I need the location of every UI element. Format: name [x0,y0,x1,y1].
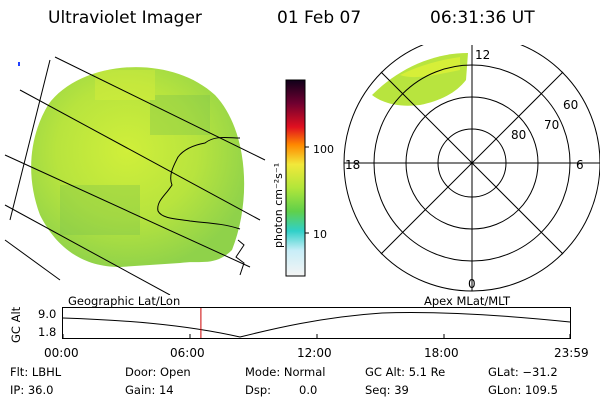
door-status: Door: Open [125,365,191,379]
instrument-title: Ultraviolet Imager [48,8,202,28]
gain-status: Gain: 14 [125,383,174,397]
sequence-status: Seq: 39 [365,383,409,397]
geographic-caption: Geographic Lat/Lon [68,294,181,308]
date-label: 01 Feb 07 [277,8,362,28]
colorbar-tick-100: 100 [313,143,334,156]
dsp-status-value: 0.0 [299,383,318,397]
mlt-label-12: 12 [475,48,490,62]
latitude-lines [4,56,266,295]
mlt-label-6: 6 [576,158,584,172]
colorbar-tick-10: 10 [313,228,327,241]
altitude-curve [62,312,571,338]
mode-status: Mode: Normal [245,365,326,379]
earth-disk [31,67,245,267]
geographic-longitude: GLon: 109.5 [488,383,558,397]
time-tick-1800: 18:00 [424,346,459,360]
lat-label-70: 70 [544,118,559,132]
altitude-ytick-bottom: 1.8 [38,325,57,339]
apex-caption: Apex MLat/MLT [424,294,511,308]
altitude-plot [62,307,571,339]
geographic-latitude: GLat: −31.2 [488,365,558,379]
time-tick-0000: 00:00 [44,346,79,360]
lat-label-80: 80 [511,128,526,142]
altitude-ylabel: GC Alt [9,306,23,343]
time-tick-0600: 06:00 [170,346,205,360]
coastline [157,136,241,230]
mlt-label-18: 18 [345,158,360,172]
time-tick-1200: 12:00 [297,346,332,360]
polar-plot: 80 70 60 12 18 6 0 [343,45,600,292]
time-tick-2359: 23:59 [554,346,589,360]
gc-altitude-status: GC Alt: 5.1 Re [365,365,446,379]
colorbar-unit-label: photon cm⁻²s⁻¹ [272,163,285,248]
ip-status: IP: 36.0 [10,383,54,397]
color-scale-bar: photon cm⁻²s⁻¹ [272,79,309,277]
geographic-image [4,56,266,295]
dsp-status-label: Dsp: [245,383,272,397]
time-label: 06:31:36 UT [430,8,535,28]
mlt-label-0: 0 [468,277,476,291]
altitude-ytick-top: 9.0 [38,307,57,321]
filter-status: Flt: LBHL [10,365,62,379]
lat-label-60: 60 [563,98,578,112]
